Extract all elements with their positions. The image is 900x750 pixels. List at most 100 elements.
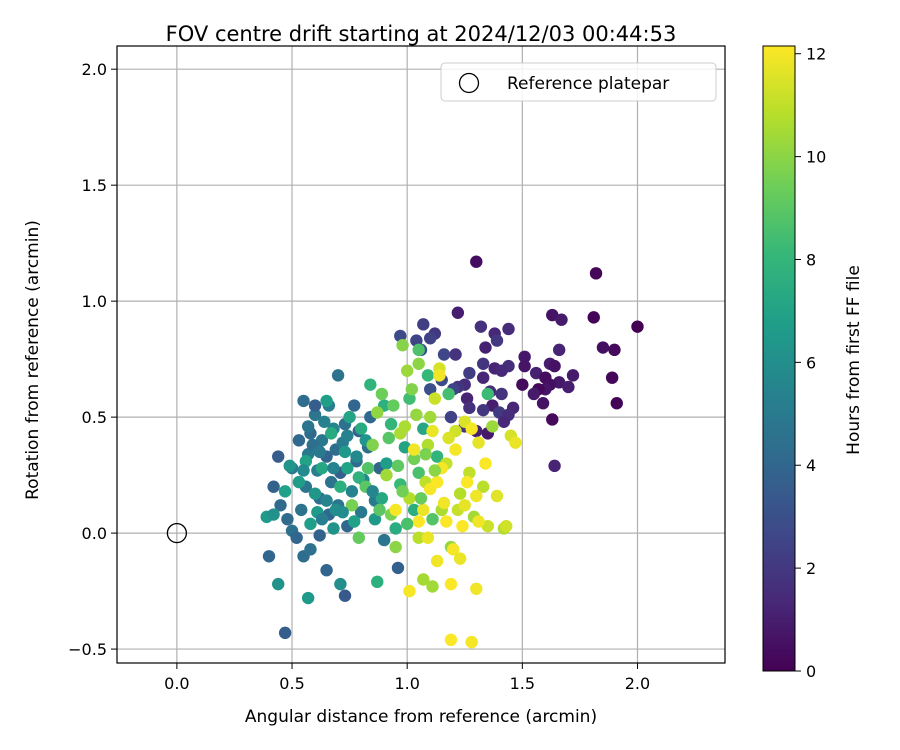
data-point [555, 313, 568, 326]
data-point [338, 589, 352, 602]
data-point [354, 422, 368, 435]
data-point [412, 343, 425, 357]
data-point [410, 334, 423, 347]
data-point [343, 410, 356, 424]
axis-ticks: 0.0 0.5 1.0 1.5 2.0 −0.5 0.0 0.5 1.0 1.5 2.0 [68, 60, 650, 693]
data-point [444, 633, 458, 647]
data-point [407, 503, 421, 517]
data-point [433, 369, 446, 382]
data-point [424, 383, 437, 396]
y-axis-label: Rotation from reference (arcmin) [23, 220, 43, 500]
data-point [479, 457, 492, 470]
data-point [327, 461, 340, 475]
data-point [470, 582, 483, 595]
data-point [315, 461, 329, 475]
data-point [444, 577, 458, 591]
data-point [382, 431, 395, 445]
data-point [449, 348, 462, 361]
data-point [421, 531, 435, 544]
data-point [495, 387, 508, 401]
data-point [315, 512, 329, 526]
legend-marker [458, 72, 480, 94]
data-point [396, 339, 409, 352]
data-point [426, 580, 439, 593]
data-point [442, 431, 455, 445]
data-point [428, 464, 442, 477]
data-point [350, 450, 363, 463]
data-point [299, 454, 313, 468]
y-tick-label: 0.0 [82, 524, 107, 543]
data-point [364, 378, 377, 391]
data-point [442, 387, 455, 401]
legend-label: Reference platepar [507, 74, 669, 94]
data-point [546, 413, 559, 426]
data-point [352, 471, 366, 484]
data-point [472, 515, 485, 528]
data-point [361, 461, 375, 475]
data-point [389, 522, 402, 535]
data-point [304, 543, 317, 556]
data-point [548, 359, 561, 373]
data-point [490, 489, 504, 503]
data-point [389, 540, 402, 554]
data-point [331, 369, 345, 382]
data-point [453, 552, 467, 565]
data-point [373, 503, 386, 517]
data-point [405, 383, 418, 396]
y-tick-label: 0.5 [82, 408, 107, 427]
data-point [421, 369, 435, 382]
y-tick-label: −0.5 [68, 640, 107, 659]
data-point [481, 387, 494, 401]
data-point [562, 380, 575, 394]
data-point [391, 459, 405, 473]
data-point [292, 434, 306, 447]
data-point [497, 415, 511, 428]
x-tick-label: 0.5 [279, 674, 304, 693]
legend-box [440, 62, 717, 102]
data-point [366, 485, 379, 498]
data-point [430, 450, 444, 463]
data-point [308, 487, 322, 500]
data-point [474, 320, 488, 333]
data-point [465, 635, 478, 649]
data-point [502, 322, 515, 336]
data-point [437, 348, 451, 361]
x-tick-label: 2.0 [625, 674, 650, 693]
x-tick-label: 1.0 [394, 674, 419, 693]
data-point [278, 485, 292, 498]
data-point [345, 499, 359, 512]
data-point [341, 461, 354, 475]
data-point [546, 308, 559, 322]
data-point [308, 408, 322, 422]
data-point [301, 420, 315, 433]
data-point [631, 320, 644, 333]
data-point [536, 397, 550, 410]
data-point [412, 515, 425, 528]
data-point [412, 466, 425, 479]
data-point [589, 267, 603, 280]
data-point [278, 626, 292, 640]
data-point [297, 464, 310, 477]
data-point [391, 561, 405, 575]
colorbar-tick-label: 10 [806, 148, 826, 167]
colorbar-tick-label: 2 [806, 559, 816, 578]
data-point [380, 468, 393, 482]
data-point [451, 306, 465, 319]
data-point [479, 341, 492, 354]
data-point [377, 533, 391, 547]
data-point [495, 364, 508, 377]
data-point [518, 350, 531, 364]
colorbar-ticks: 0 2 4 6 8 10 12 [795, 45, 826, 681]
data-point [421, 438, 435, 452]
data-point [440, 515, 453, 528]
data-point [371, 575, 384, 589]
x-axis-label: Angular distance from reference (arcmin) [245, 707, 597, 727]
data-point [417, 503, 430, 517]
data-point [476, 371, 490, 384]
colorbar-label: Hours from first FF file [844, 265, 864, 455]
data-point [458, 499, 471, 512]
data-point [272, 577, 285, 591]
data-point [412, 531, 425, 544]
